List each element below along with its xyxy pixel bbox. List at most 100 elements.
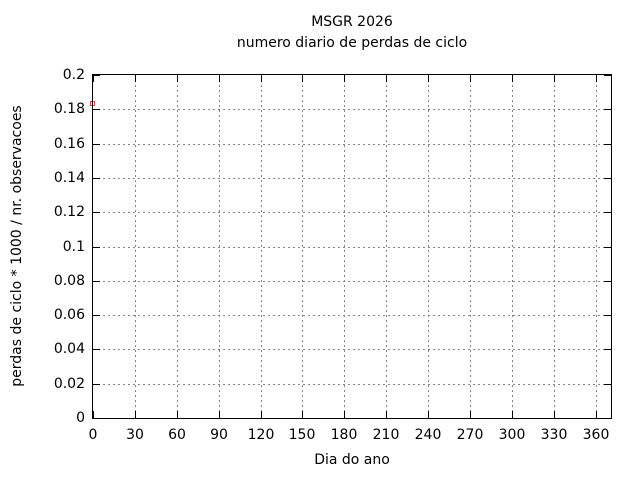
y-gridline [93,109,611,110]
y-gridline [93,178,611,179]
y-tick-label: 0.2 [62,67,85,83]
y-tick-mark [93,349,100,350]
y-tick-label: 0.06 [53,307,85,323]
x-tick-mark [428,75,429,82]
x-gridline [428,75,429,418]
chart-title: MSGR 2026 [311,14,393,30]
y-tick-mark [604,75,611,76]
x-tick-mark [554,75,555,82]
x-tick-mark [93,75,94,82]
x-tick-label: 60 [168,427,186,443]
x-tick-mark [470,411,471,418]
x-axis-title: Dia do ano [314,452,390,468]
y-tick-mark [604,247,611,248]
x-gridline [135,75,136,418]
y-tick-label: 0.12 [53,204,85,220]
chart-subtitle: numero diario de perdas de ciclo [236,35,468,51]
x-gridline [596,75,597,418]
x-tick-mark [512,411,513,418]
y-tick-mark [93,178,100,179]
y-tick-mark [604,281,611,282]
x-tick-label: 120 [247,427,275,443]
y-tick-mark [604,384,611,385]
x-tick-label: 270 [456,427,484,443]
x-tick-label: 150 [288,427,316,443]
y-tick-mark [604,109,611,110]
x-gridline [386,75,387,418]
x-tick-mark [177,411,178,418]
y-tick-mark [93,109,100,110]
x-tick-label: 90 [210,427,228,443]
y-tick-mark [604,178,611,179]
x-tick-mark [512,75,513,82]
x-tick-mark [261,75,262,82]
x-gridline [261,75,262,418]
x-tick-mark [596,75,597,82]
y-tick-label: 0.18 [53,101,85,117]
x-tick-mark [302,75,303,82]
y-tick-label: 0.14 [53,170,85,186]
x-tick-label: 30 [126,427,144,443]
x-gridline [177,75,178,418]
x-tick-mark [177,75,178,82]
x-tick-label: 0 [88,427,98,443]
x-gridline [470,75,471,418]
y-tick-mark [93,212,100,213]
y-tick-label: 0.1 [62,239,85,255]
x-gridline [554,75,555,418]
y-tick-label: 0.08 [53,273,85,289]
y-tick-label: 0.16 [53,136,85,152]
x-tick-mark [386,411,387,418]
y-gridline [93,349,611,350]
y-tick-label: 0.04 [53,341,85,357]
x-tick-label: 240 [414,427,442,443]
x-tick-mark [344,411,345,418]
x-tick-label: 210 [372,427,400,443]
x-gridline [302,75,303,418]
x-tick-mark [386,75,387,82]
x-tick-mark [261,411,262,418]
y-tick-mark [93,315,100,316]
x-tick-mark [428,411,429,418]
y-gridline [93,144,611,145]
y-gridline [93,384,611,385]
x-tick-label: 330 [540,427,568,443]
y-tick-mark [604,349,611,350]
y-tick-mark [604,144,611,145]
x-tick-mark [302,411,303,418]
x-tick-mark [470,75,471,82]
y-tick-label: 0 [76,410,85,426]
x-tick-mark [93,411,94,418]
x-tick-mark [554,411,555,418]
y-tick-mark [93,247,100,248]
x-tick-mark [135,411,136,418]
x-tick-mark [596,411,597,418]
y-tick-label: 0.02 [53,376,85,392]
y-gridline [93,247,611,248]
y-tick-mark [93,144,100,145]
x-gridline [344,75,345,418]
x-tick-label: 180 [330,427,358,443]
x-tick-label: 300 [498,427,526,443]
chart-title-block: MSGR 2026 numero diario de perdas de cic… [92,12,612,54]
x-gridline [512,75,513,418]
y-tick-mark [604,315,611,316]
x-gridline [219,75,220,418]
y-tick-mark [93,384,100,385]
y-tick-mark [93,75,100,76]
x-tick-label: 360 [582,427,610,443]
x-tick-mark [219,411,220,418]
x-tick-mark [344,75,345,82]
y-tick-mark [93,281,100,282]
y-gridline [93,315,611,316]
y-tick-mark [93,418,100,419]
plot-area [90,74,612,419]
y-axis-line [92,75,93,418]
y-gridline [93,212,611,213]
x-tick-mark [219,75,220,82]
y-tick-mark [604,212,611,213]
y-gridline [93,281,611,282]
x-tick-mark [135,75,136,82]
y-tick-mark [604,418,611,419]
